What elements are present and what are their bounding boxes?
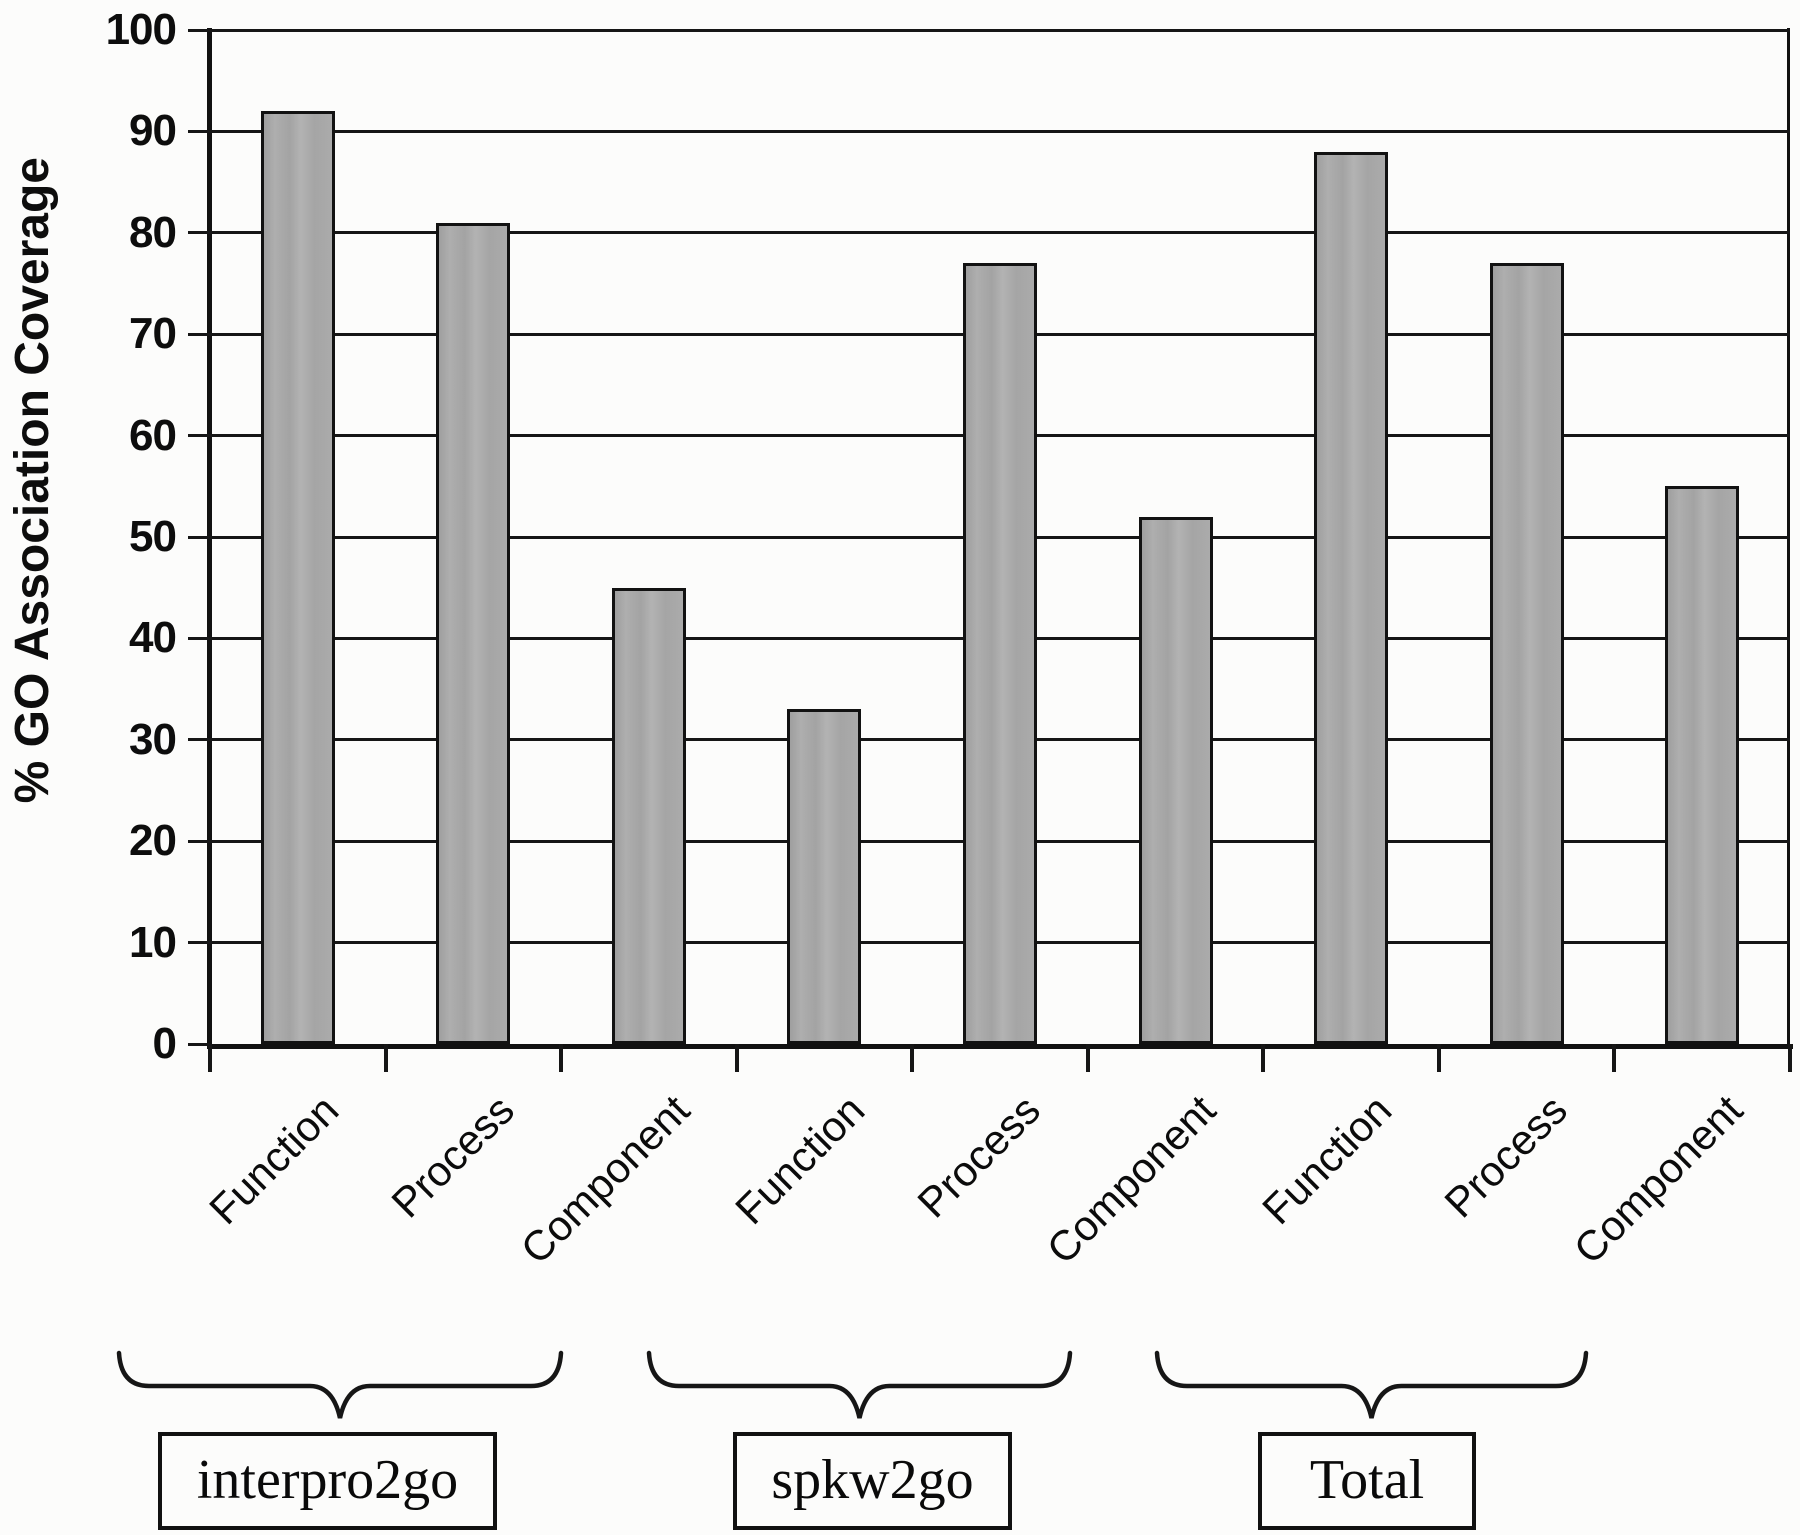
x-category-label: Function [1253,1086,1401,1234]
group-label-text: interpro2go [196,1449,459,1511]
group-label-box: Total [1258,1432,1476,1530]
y-tick-mark [188,535,210,539]
y-tick-mark [188,332,210,336]
y-tick-label: 30 [129,714,177,764]
group-label-text: spkw2go [771,1449,974,1511]
gridline [210,231,1790,235]
x-tick-mark [1085,1044,1090,1072]
bar-interpro2go-process [436,222,511,1044]
group-label-box: interpro2go [158,1432,497,1530]
x-tick-mark [208,1044,212,1072]
y-tick-mark [188,738,210,742]
y-tick-mark [188,839,210,843]
x-tick-mark [1261,1044,1266,1072]
bar-total-component [1665,486,1740,1044]
plot-area [188,28,1792,1072]
x-tick-mark [1436,1044,1441,1072]
group-brace [116,1350,564,1419]
y-tick-mark [188,28,210,32]
y-tick-label: 40 [129,613,177,663]
bar-total-process [1489,263,1564,1044]
x-axis-line [207,1044,1793,1049]
x-category-label: Process [382,1086,523,1227]
gridline [210,28,1790,32]
bar-spkw2go-component [1138,516,1213,1044]
x-category-label: Process [1435,1086,1576,1227]
bar-total-function [1314,151,1389,1044]
y-tick-label: 50 [129,512,177,561]
group-label-box: spkw2go [733,1432,1012,1530]
y-tick-label: 70 [129,309,177,359]
bar-interpro2go-function [260,111,335,1044]
bar-spkw2go-process [963,263,1037,1044]
x-category-label: Function [726,1086,874,1234]
bar-spkw2go-function [787,709,862,1044]
y-tick-label: 80 [129,207,177,257]
x-category-label: Process [908,1086,1050,1227]
x-tick-mark [910,1044,915,1072]
x-category-label: Component [511,1086,699,1273]
y-axis-line [207,28,212,1049]
group-brace [1154,1350,1589,1419]
y-tick-label: 60 [129,410,177,460]
y-tick-label: 90 [129,106,177,156]
group-label-text: Total [1309,1449,1425,1511]
y-tick-mark [188,636,210,640]
y-tick-label: 0 [152,1019,177,1068]
bar-interpro2go-component [611,587,686,1044]
y-tick-mark [188,1042,210,1046]
y-tick-mark [188,129,210,133]
x-tick-mark [1788,1044,1792,1072]
x-tick-mark [734,1044,739,1072]
x-category-label: Component [1564,1086,1752,1273]
group-brace [646,1350,1073,1419]
y-tick-mark [188,231,210,235]
gridline [210,129,1790,133]
y-tick-label: 10 [129,917,177,967]
x-tick-mark [1612,1044,1617,1072]
y-tick-mark [188,941,210,945]
y-tick-label: 20 [129,816,177,866]
x-tick-mark [559,1044,564,1072]
y-tick-mark [188,434,210,438]
x-tick-mark [383,1044,388,1072]
x-category-label: Function [199,1086,348,1234]
y-tick-label: 100 [105,5,177,54]
x-category-label: Component [1038,1086,1225,1273]
